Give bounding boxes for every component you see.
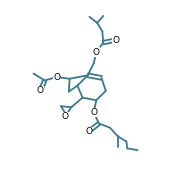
Text: O: O [53, 73, 60, 82]
Text: O: O [113, 36, 120, 45]
Text: O: O [37, 86, 44, 95]
Text: O: O [93, 48, 100, 57]
Text: O: O [85, 127, 92, 136]
Text: O: O [90, 108, 97, 117]
Text: O: O [62, 112, 69, 121]
